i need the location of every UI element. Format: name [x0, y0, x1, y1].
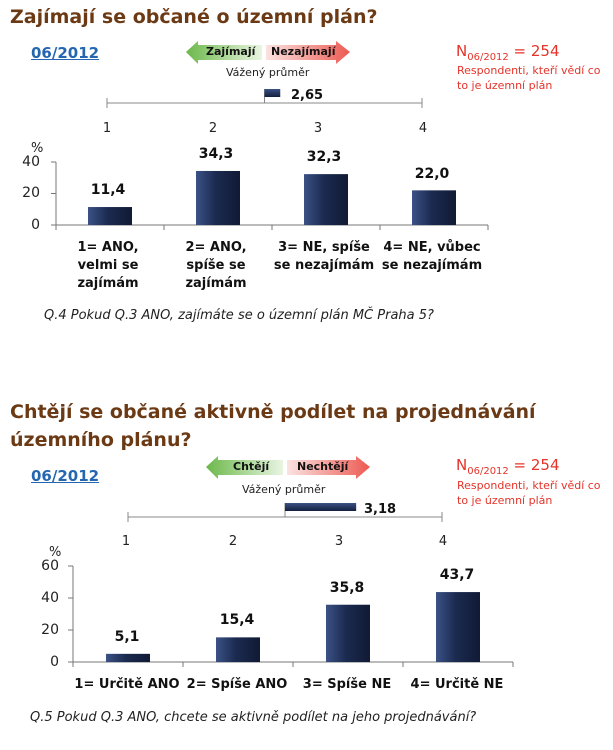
section2-question: Q.5 Pokud Q.3 ANO, chcete se aktivně pod… [30, 710, 477, 725]
section2-scale-tick-2: 2 [228, 534, 238, 549]
chart1-category-3: 3= NE, spíše se nezajímám [273, 240, 375, 273]
chart2-category-1: 1= Určitě ANO [74, 677, 180, 692]
section1-scale-tick-2: 2 [208, 121, 218, 136]
chart2-ytick-20: 20 [41, 622, 59, 638]
section2-weighted-avg-value: 3,18 [364, 502, 397, 517]
chart2-category-2: 2= Spíše ANO [186, 677, 288, 692]
positive-arrow-2 [206, 456, 283, 479]
bar-1 [106, 653, 150, 662]
bar-3 [326, 604, 370, 662]
section1-title: Zajímají se občané o územní plán? [10, 6, 378, 28]
section1-scale-tick-1: 1 [102, 121, 112, 136]
chart2-category-4: 4= Určitě NE [410, 677, 504, 692]
bar-chart-2 [68, 565, 514, 667]
weighted-average-bar [285, 503, 357, 511]
section2-scale-tick-4: 4 [438, 534, 448, 549]
bar-4 [436, 592, 480, 662]
chart1-data-label-4: 22,0 [414, 166, 450, 182]
chart2-ytick-40: 40 [41, 590, 59, 606]
bar-1 [88, 207, 132, 225]
chart1-data-label-1: 11,4 [90, 182, 126, 198]
positive-arrow-1 [186, 41, 262, 64]
bar-2 [216, 637, 260, 662]
section1-sample-size: N06/2012 = 254 [456, 42, 560, 63]
chart2-category-3: 3= Spíše NE [302, 677, 392, 692]
bar-4 [412, 190, 456, 225]
section2-y-unit: % [49, 545, 62, 560]
section2-date: 06/2012 [31, 467, 100, 485]
chart1-category-1: 1= ANO, velmi se zajímám [77, 240, 139, 291]
chart2-data-label-2: 15,4 [219, 612, 255, 628]
weighted-average-bar [264, 89, 281, 97]
negative-arrow-2 [287, 456, 370, 479]
section1-legend-negative: Nezajímají [271, 45, 336, 58]
section1-scale-tick-3: 3 [313, 121, 323, 136]
chart1-category-4: 4= NE, vůbec se nezajímám [381, 240, 483, 273]
bar-chart-1 [51, 161, 489, 230]
section2-legend-positive: Chtějí [233, 460, 270, 473]
section1-weighted-avg-label: Vážený průměr [226, 66, 310, 79]
section1-legend-positive: Zajímají [206, 45, 256, 58]
section1-respondents-note: Respondenti, kteří vědí co to je územní … [457, 64, 601, 92]
chart2-ytick-60: 60 [41, 558, 59, 574]
chart1-ytick-0: 0 [31, 217, 40, 233]
weighted-average-scale-2 [127, 503, 443, 522]
section2-title: Chtějí se občané aktivně podílet na proj… [10, 401, 536, 451]
section2-sample-size: N06/2012 = 254 [456, 456, 560, 477]
section2-weighted-avg-label: Vážený průměr [242, 483, 326, 496]
section1-date: 06/2012 [31, 44, 100, 62]
chart2-ytick-0: 0 [50, 654, 59, 670]
bar-2 [196, 170, 240, 225]
chart1-data-label-2: 34,3 [198, 146, 234, 162]
weighted-average-scale-1 [106, 89, 423, 108]
bar-3 [304, 174, 348, 225]
chart1-category-2: 2= ANO, spíše se zajímám [185, 240, 247, 291]
negative-arrow-1 [266, 41, 350, 64]
section1-scale-tick-4: 4 [418, 121, 428, 136]
section1-question: Q.4 Pokud Q.3 ANO, zajímáte se o územní … [44, 308, 434, 323]
chart1-ytick-40: 40 [22, 154, 40, 170]
section2-scale-tick-3: 3 [334, 534, 344, 549]
section1-weighted-avg-value: 2,65 [291, 88, 324, 103]
section2-scale-tick-1: 1 [121, 534, 131, 549]
chart2-data-label-4: 43,7 [439, 567, 475, 583]
chart1-data-label-3: 32,3 [306, 149, 342, 165]
section1-y-unit: % [31, 141, 44, 156]
chart2-data-label-1: 5,1 [114, 629, 140, 645]
section2-respondents-note: Respondenti, kteří vědí co to je územní … [457, 479, 601, 507]
chart1-ytick-20: 20 [22, 185, 40, 201]
chart2-data-label-3: 35,8 [329, 580, 365, 596]
section2-legend-negative: Nechtějí [297, 460, 349, 473]
